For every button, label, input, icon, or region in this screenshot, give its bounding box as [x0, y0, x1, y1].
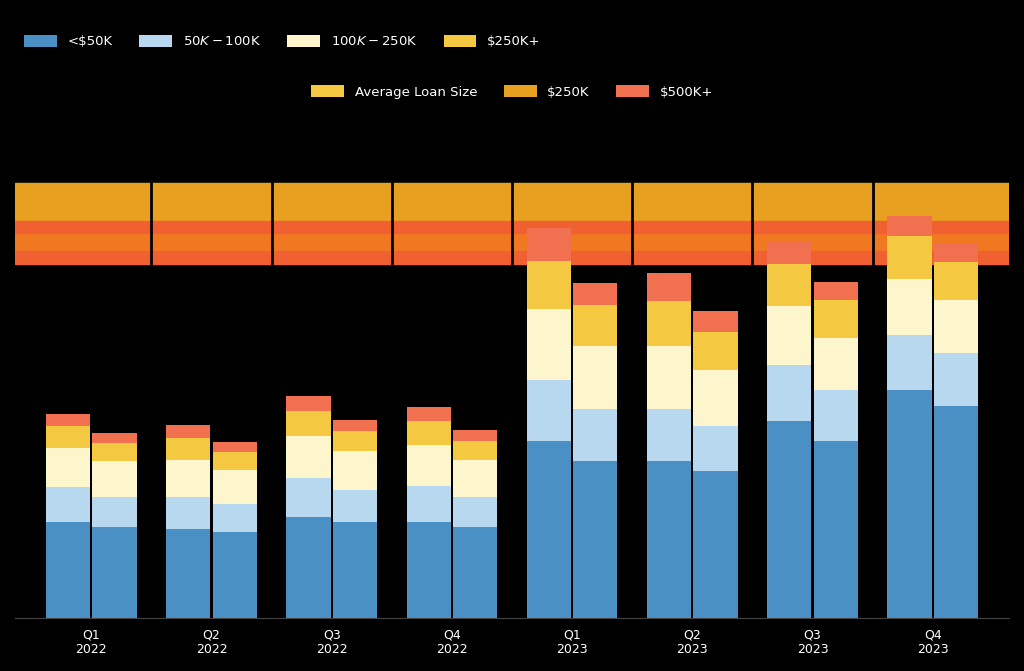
Bar — [15, 221, 1009, 234]
Bar — [573, 283, 617, 305]
Bar — [934, 262, 978, 300]
Bar — [213, 532, 257, 618]
Bar — [573, 409, 617, 461]
Bar — [92, 443, 136, 461]
Bar — [166, 425, 211, 438]
Bar — [333, 490, 377, 522]
Bar — [813, 391, 858, 441]
Bar — [934, 300, 978, 353]
Bar — [46, 413, 90, 426]
Bar — [934, 405, 978, 618]
Bar — [407, 522, 451, 618]
Bar — [573, 461, 617, 618]
Bar — [287, 411, 331, 436]
Bar — [333, 419, 377, 431]
Bar — [934, 353, 978, 405]
Bar — [453, 430, 498, 441]
Bar — [46, 426, 90, 448]
Bar — [46, 522, 90, 618]
Bar — [888, 236, 932, 279]
Bar — [934, 244, 978, 262]
Bar — [813, 300, 858, 338]
Bar — [287, 436, 331, 478]
Bar — [767, 306, 811, 365]
Bar — [15, 183, 1009, 223]
Bar — [92, 527, 136, 618]
Bar — [693, 311, 737, 331]
Bar — [46, 486, 90, 522]
Bar — [15, 231, 1009, 254]
Bar — [573, 305, 617, 346]
Bar — [647, 273, 691, 301]
Bar — [526, 228, 571, 260]
Bar — [767, 365, 811, 421]
Bar — [888, 391, 932, 618]
Legend: Average Loan Size, $250K, $500K+: Average Loan Size, $250K, $500K+ — [308, 83, 716, 101]
Bar — [333, 522, 377, 618]
Bar — [888, 279, 932, 335]
Bar — [647, 346, 691, 409]
Bar — [453, 460, 498, 497]
Bar — [813, 338, 858, 391]
Bar — [333, 431, 377, 451]
Bar — [166, 529, 211, 618]
Bar — [526, 441, 571, 618]
Bar — [453, 441, 498, 460]
Bar — [526, 380, 571, 441]
Bar — [888, 335, 932, 391]
Bar — [92, 461, 136, 497]
Bar — [166, 460, 211, 497]
Bar — [213, 504, 257, 532]
Bar — [647, 409, 691, 461]
Bar — [453, 527, 498, 618]
Bar — [407, 486, 451, 522]
Bar — [92, 433, 136, 443]
Bar — [287, 397, 331, 411]
Bar — [287, 478, 331, 517]
Bar — [767, 264, 811, 306]
Bar — [813, 441, 858, 618]
Bar — [15, 252, 1009, 264]
Bar — [213, 470, 257, 504]
Bar — [526, 309, 571, 380]
Bar — [92, 497, 136, 527]
Bar — [166, 497, 211, 529]
Bar — [453, 497, 498, 527]
Bar — [767, 242, 811, 264]
Bar — [767, 421, 811, 618]
Bar — [647, 461, 691, 618]
Bar — [813, 282, 858, 300]
Bar — [166, 438, 211, 460]
Bar — [693, 471, 737, 618]
Bar — [407, 445, 451, 486]
Bar — [407, 407, 451, 421]
Bar — [213, 452, 257, 470]
Bar — [407, 421, 451, 445]
Bar — [693, 331, 737, 370]
Bar — [693, 370, 737, 426]
Bar — [213, 442, 257, 452]
Bar — [46, 448, 90, 486]
Bar — [693, 426, 737, 471]
Bar — [888, 216, 932, 236]
Bar — [333, 451, 377, 490]
Bar — [526, 260, 571, 309]
Bar — [287, 517, 331, 618]
Bar — [573, 346, 617, 409]
Bar — [647, 301, 691, 346]
